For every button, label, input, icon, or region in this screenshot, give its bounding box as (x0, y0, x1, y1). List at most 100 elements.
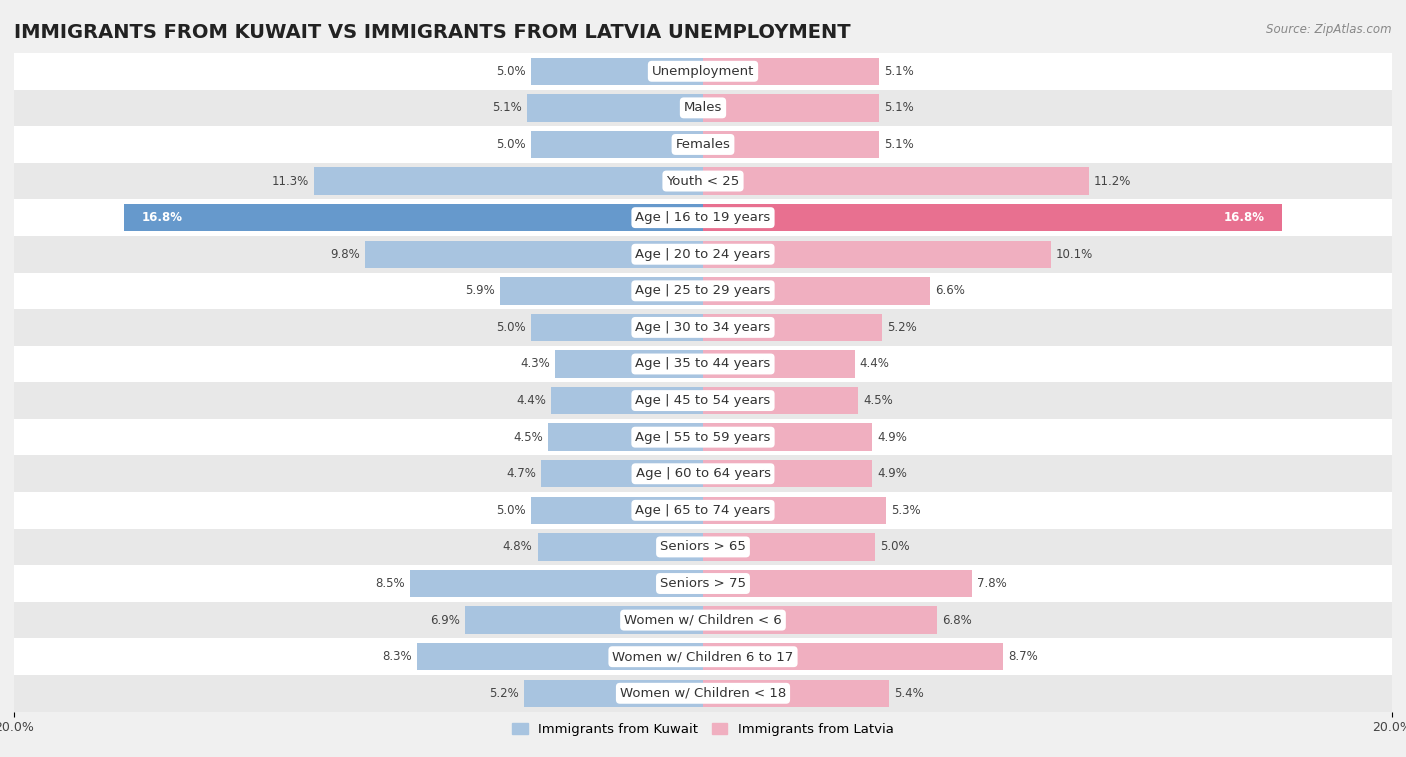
Text: 6.6%: 6.6% (935, 285, 966, 298)
Text: 4.5%: 4.5% (513, 431, 543, 444)
Text: Age | 25 to 29 years: Age | 25 to 29 years (636, 285, 770, 298)
Bar (531, 313, 703, 341)
Bar (14, 602, 1392, 638)
Bar (14, 309, 1392, 346)
Bar (14, 163, 1392, 199)
Bar (14, 199, 1392, 236)
Bar (703, 570, 972, 597)
Text: Age | 20 to 24 years: Age | 20 to 24 years (636, 248, 770, 260)
Text: 5.0%: 5.0% (496, 138, 526, 151)
Text: 5.3%: 5.3% (891, 504, 921, 517)
Text: 4.5%: 4.5% (863, 394, 893, 407)
Bar (703, 241, 1050, 268)
Legend: Immigrants from Kuwait, Immigrants from Latvia: Immigrants from Kuwait, Immigrants from … (506, 717, 900, 741)
Bar (14, 492, 1392, 528)
Text: 8.5%: 8.5% (375, 577, 405, 590)
Text: Age | 16 to 19 years: Age | 16 to 19 years (636, 211, 770, 224)
Bar (703, 167, 1088, 195)
Text: 5.2%: 5.2% (489, 687, 519, 699)
Bar (703, 423, 872, 451)
Text: Seniors > 75: Seniors > 75 (659, 577, 747, 590)
Text: Women w/ Children 6 to 17: Women w/ Children 6 to 17 (613, 650, 793, 663)
Bar (524, 680, 703, 707)
Bar (14, 638, 1392, 675)
Text: 8.3%: 8.3% (382, 650, 412, 663)
Text: Males: Males (683, 101, 723, 114)
Text: 16.8%: 16.8% (142, 211, 183, 224)
Bar (14, 273, 1392, 309)
Text: 7.8%: 7.8% (977, 577, 1007, 590)
Text: 4.3%: 4.3% (520, 357, 550, 370)
Bar (14, 528, 1392, 565)
Bar (703, 313, 882, 341)
Text: 5.2%: 5.2% (887, 321, 917, 334)
Text: 4.8%: 4.8% (503, 540, 533, 553)
Text: Age | 30 to 34 years: Age | 30 to 34 years (636, 321, 770, 334)
Bar (418, 643, 703, 671)
Bar (14, 126, 1392, 163)
Bar (548, 423, 703, 451)
Bar (703, 277, 931, 304)
Bar (531, 131, 703, 158)
Text: Age | 35 to 44 years: Age | 35 to 44 years (636, 357, 770, 370)
Bar (551, 387, 703, 414)
Bar (124, 204, 703, 232)
Bar (703, 131, 879, 158)
Bar (411, 570, 703, 597)
Text: Age | 65 to 74 years: Age | 65 to 74 years (636, 504, 770, 517)
Text: 5.9%: 5.9% (465, 285, 495, 298)
Text: Age | 60 to 64 years: Age | 60 to 64 years (636, 467, 770, 480)
Bar (703, 350, 855, 378)
Text: 4.9%: 4.9% (877, 467, 907, 480)
Bar (14, 53, 1392, 89)
Bar (531, 497, 703, 524)
Text: 5.1%: 5.1% (884, 138, 914, 151)
Text: 4.9%: 4.9% (877, 431, 907, 444)
Text: Source: ZipAtlas.com: Source: ZipAtlas.com (1267, 23, 1392, 36)
Text: Unemployment: Unemployment (652, 65, 754, 78)
Bar (703, 643, 1002, 671)
Bar (531, 58, 703, 85)
Bar (537, 533, 703, 561)
Bar (14, 346, 1392, 382)
Bar (14, 456, 1392, 492)
Bar (14, 89, 1392, 126)
Text: Women w/ Children < 18: Women w/ Children < 18 (620, 687, 786, 699)
Bar (314, 167, 703, 195)
Bar (499, 277, 703, 304)
Text: Youth < 25: Youth < 25 (666, 175, 740, 188)
Text: 4.4%: 4.4% (516, 394, 547, 407)
Text: 5.1%: 5.1% (492, 101, 522, 114)
Text: 11.3%: 11.3% (271, 175, 308, 188)
Bar (703, 533, 875, 561)
Bar (703, 58, 879, 85)
Text: 6.9%: 6.9% (430, 614, 460, 627)
Text: 5.0%: 5.0% (880, 540, 910, 553)
Text: IMMIGRANTS FROM KUWAIT VS IMMIGRANTS FROM LATVIA UNEMPLOYMENT: IMMIGRANTS FROM KUWAIT VS IMMIGRANTS FRO… (14, 23, 851, 42)
Bar (465, 606, 703, 634)
Bar (703, 606, 938, 634)
Text: Women w/ Children < 6: Women w/ Children < 6 (624, 614, 782, 627)
Bar (703, 460, 872, 488)
Bar (366, 241, 703, 268)
Bar (703, 497, 886, 524)
Bar (703, 680, 889, 707)
Bar (541, 460, 703, 488)
Text: 5.0%: 5.0% (496, 65, 526, 78)
Text: Age | 55 to 59 years: Age | 55 to 59 years (636, 431, 770, 444)
Text: 11.2%: 11.2% (1094, 175, 1132, 188)
Bar (703, 94, 879, 122)
Text: 5.1%: 5.1% (884, 65, 914, 78)
Text: 9.8%: 9.8% (330, 248, 360, 260)
Bar (527, 94, 703, 122)
Text: 5.4%: 5.4% (894, 687, 924, 699)
Bar (14, 382, 1392, 419)
Text: 8.7%: 8.7% (1008, 650, 1038, 663)
Bar (14, 236, 1392, 273)
Bar (14, 675, 1392, 712)
Text: 10.1%: 10.1% (1056, 248, 1094, 260)
Text: Females: Females (675, 138, 731, 151)
Text: 4.7%: 4.7% (506, 467, 536, 480)
Text: Age | 45 to 54 years: Age | 45 to 54 years (636, 394, 770, 407)
Text: 5.0%: 5.0% (496, 504, 526, 517)
